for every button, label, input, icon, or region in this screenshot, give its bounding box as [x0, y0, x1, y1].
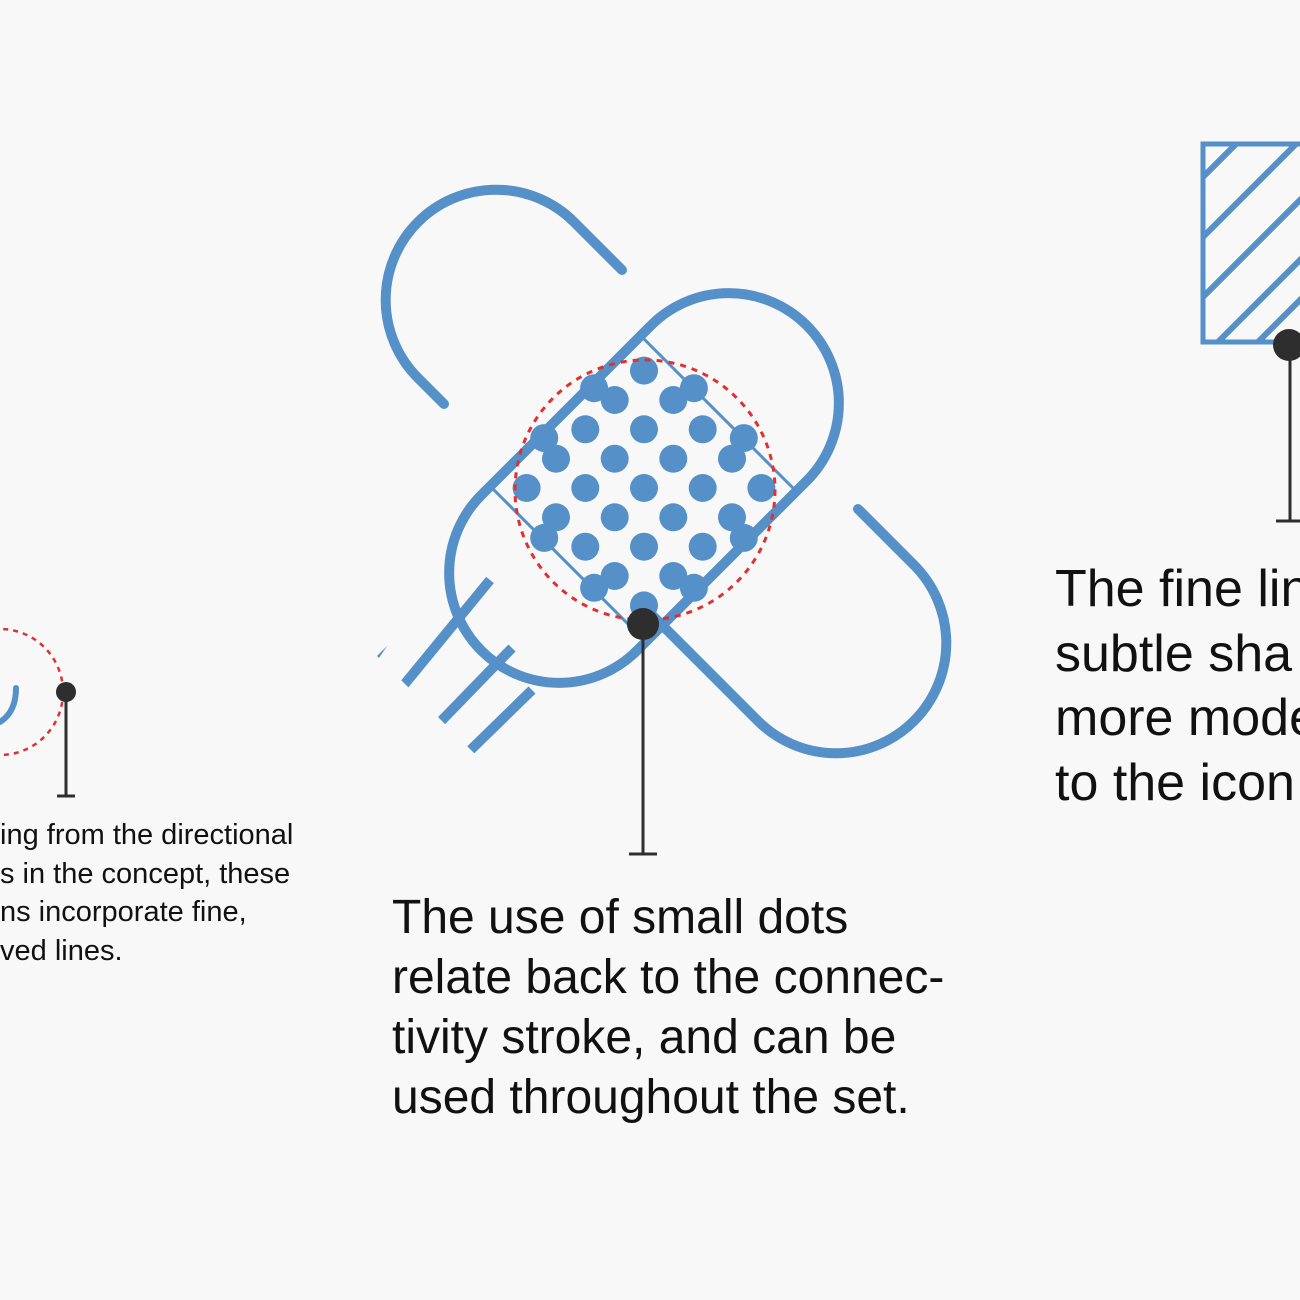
bandage-dot	[571, 415, 600, 444]
bandage-dot	[600, 386, 629, 414]
bandage-dot	[600, 503, 629, 532]
right-callout	[1200, 141, 1300, 523]
bandage-dot	[580, 374, 609, 403]
bandage-dot	[718, 444, 746, 473]
bandage-dot	[729, 523, 758, 552]
pad-border-top	[643, 338, 797, 492]
bandage-dot	[747, 474, 776, 502]
bandage-dot	[571, 474, 600, 502]
bandage-dot	[512, 474, 541, 502]
bandage-dots	[512, 356, 776, 620]
center-caption-line: tivity stroke, and can be	[392, 1011, 897, 1064]
center-caption-line: relate back to the connec-	[392, 951, 945, 1004]
right-caption: The fine lin subtle sha more mode to the…	[1055, 557, 1300, 815]
back-strip-top-end	[380, 184, 627, 409]
left-highlight-circle	[0, 627, 65, 757]
front-strip	[444, 288, 844, 688]
left-callout-pin	[56, 682, 76, 702]
bandage-dot	[718, 503, 746, 532]
bandage-dot	[688, 532, 717, 561]
bandage-dot	[659, 562, 688, 590]
pad-border-bottom	[492, 488, 646, 642]
bandage-dot	[659, 503, 688, 532]
bandage-dot	[630, 474, 658, 502]
bandage-dot	[600, 444, 629, 473]
bandage-dot	[688, 474, 717, 502]
right-caption-line: subtle sha	[1055, 624, 1293, 683]
left-callout	[0, 627, 76, 798]
bandage-dot	[600, 562, 629, 590]
bandage-dot	[659, 386, 688, 414]
right-caption-line: to the icon	[1055, 753, 1295, 812]
bandage-dot	[679, 573, 708, 602]
left-caption-line: s in the concept, these	[0, 857, 291, 890]
bandage-dot	[580, 573, 609, 602]
bandage-dot	[679, 374, 708, 403]
bandage-dot	[530, 424, 559, 453]
crossed-bandage-icon	[377, 184, 952, 759]
bandage-dot	[688, 415, 717, 444]
bandage-dot	[542, 444, 570, 473]
bandage-dot	[630, 532, 658, 561]
back-strip-bottom-end	[645, 504, 952, 759]
right-caption-line: The fine lin	[1055, 560, 1300, 618]
bandage-hatch-lines	[377, 557, 575, 755]
bandage-dot	[729, 424, 758, 453]
left-caption-line: ns incorporate fine,	[0, 896, 247, 928]
left-caption: ing from the directional s in the concep…	[0, 816, 293, 970]
bandage-dot	[571, 532, 600, 561]
right-callout-pin	[1273, 329, 1300, 361]
center-caption-line: used throughout the set.	[392, 1071, 910, 1124]
left-caption-line: ved lines.	[0, 934, 123, 967]
right-caption-line: more mode	[1055, 689, 1300, 747]
center-caption-line: The use of small dots	[392, 891, 849, 944]
bandage-dot	[659, 444, 688, 473]
left-caption-line: ing from the directional	[0, 819, 294, 851]
curved-line-icon	[0, 685, 19, 725]
center-callout-pin	[627, 608, 659, 640]
bandage-dot	[630, 415, 658, 444]
bandage-dot	[630, 356, 658, 385]
center-callout	[627, 608, 659, 856]
square-hatch-lines	[1203, 144, 1300, 342]
bandage-dot	[542, 503, 570, 532]
bandage-dot	[530, 523, 559, 552]
center-caption: The use of small dots relate back to the…	[392, 888, 944, 1128]
